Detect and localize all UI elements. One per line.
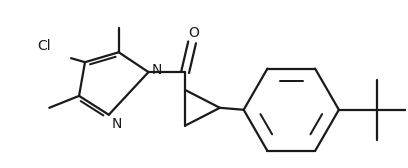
Text: N: N (151, 63, 162, 77)
Text: N: N (112, 117, 122, 131)
Text: Cl: Cl (38, 39, 51, 53)
Text: O: O (188, 26, 200, 40)
